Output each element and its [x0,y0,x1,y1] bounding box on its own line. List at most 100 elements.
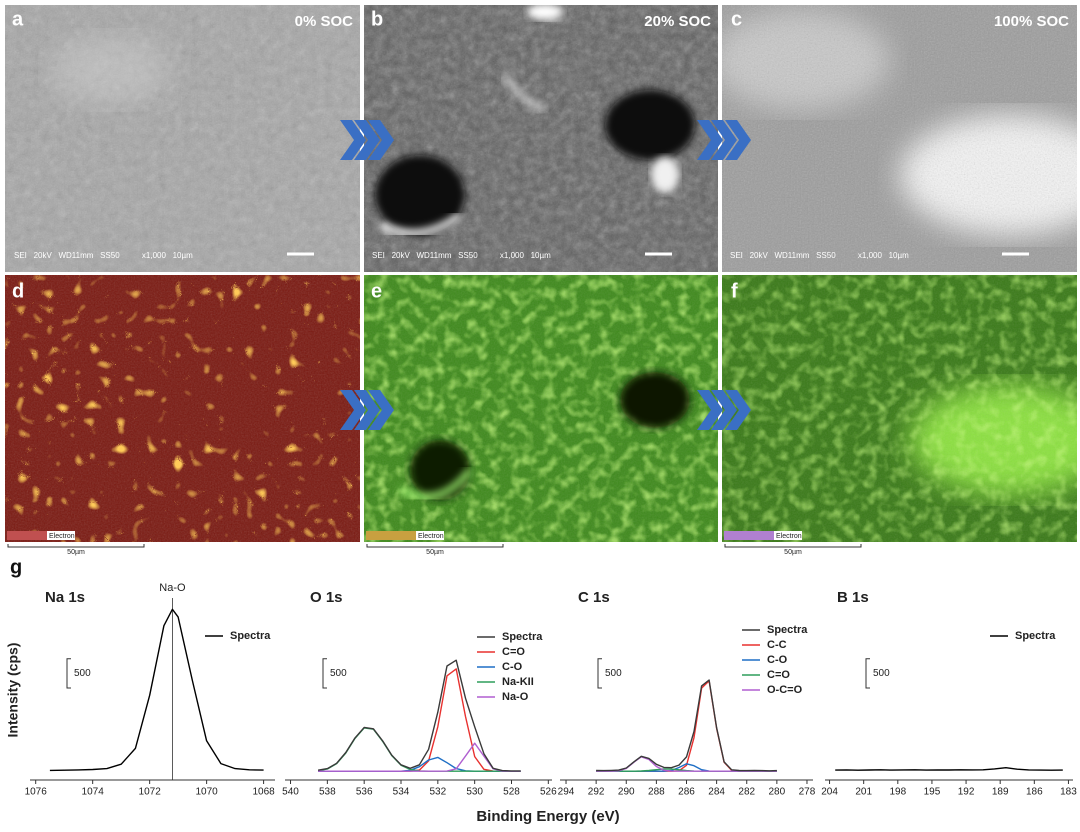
chart-title: C 1s [578,589,610,606]
x-tick-label: 294 [558,787,575,798]
x-tick-label: 534 [393,787,410,798]
image-feature [50,35,170,105]
image-texture [722,5,1077,272]
panel-label: c [731,8,742,30]
soc-label: 0% SOC [295,13,354,30]
eds-legend-swatches [724,531,774,540]
spectrum-line [317,659,521,772]
image-feature [502,73,546,113]
eds-legend-box [47,531,75,540]
x-tick-label: 540 [282,787,299,798]
x-tick-label: 186 [1026,787,1043,798]
eds-map: e Electron [364,275,718,542]
x-tick-label: 1076 [25,787,48,798]
eds-legend-swatches [7,531,47,540]
panel-label: e [371,280,382,302]
x-tick-label: 195 [924,787,941,798]
chart-title: O 1s [310,589,343,606]
x-tick-label: 282 [738,787,755,798]
image-feature [527,5,563,20]
legend-label: Na-KII [502,676,534,688]
eds-legend: Electron [776,533,802,540]
legend-label: O-C=O [767,684,803,696]
scale-bar-label: 500 [330,668,347,679]
image-feature [620,372,690,428]
spectrum-line [835,767,1063,771]
image-feature [398,468,473,500]
xps-charts: Na 1s 1076 1074 1072 1070 1068 Na-O 500 Spectra O… [25,582,1078,798]
spectrum-line [49,608,264,772]
image-feature [651,157,679,193]
legend-label: C-O [767,654,788,666]
image-feature [378,212,463,237]
map-scale-label: 50µm [426,549,444,556]
chart-title: Na 1s [45,589,85,606]
micrograph: a 0% SOC SEI 20kV WD11mm SS50 x1,000 10µ… [5,5,360,272]
x-tick-label: 292 [588,787,605,798]
legend-label: C-O [502,661,523,673]
legend-label: Na-O [502,691,529,703]
eds-legend: Electron [49,533,75,540]
scale-bar [865,658,870,689]
legend-label: C-C [767,639,787,651]
spectrum-line [596,679,777,772]
x-tick-label: 538 [319,787,336,798]
x-tick-label: 526 [540,787,557,798]
panel-label: g [10,556,22,578]
image-feature [605,90,695,160]
micrograph: c 100% SOC SEI 20kV WD11mm SS50 x1,000 1… [722,5,1077,272]
micrograph: b 20% SOC SEI 20kV WD11mm SS50 x1,000 10… [364,5,718,272]
x-tick-label: 284 [708,787,725,798]
legend-label: Spectra [502,631,543,643]
x-tick-label: 192 [958,787,975,798]
panel-label: a [12,8,24,30]
legend-label: Spectra [767,624,808,636]
annotation: Na-O [159,582,186,594]
legend-label: Spectra [230,630,271,642]
map-scale-label: 50µm [784,549,802,556]
x-tick-label: 288 [648,787,665,798]
legend-label: C=O [767,669,790,681]
image-feature [375,155,465,235]
x-tick-label: 536 [356,787,373,798]
x-tick-label: 1070 [196,787,219,798]
soc-label: 20% SOC [644,13,711,30]
x-tick-label: 201 [855,787,872,798]
eds-legend: Electron [418,533,444,540]
x-tick-label: 290 [618,787,635,798]
panel-label: b [371,8,383,30]
x-tick-label: 1072 [139,787,162,798]
soc-label: 100% SOC [994,13,1069,30]
panel-label: f [731,280,738,302]
x-tick-label: 204 [821,787,838,798]
x-tick-label: 198 [889,787,906,798]
progress-arrows [340,120,751,430]
x-tick-label: 528 [503,787,520,798]
legend-label: C=O [502,646,525,658]
eds-map: d Electron [5,275,360,542]
sem-info: SEI 20kV WD11mm SS50 x1,000 10µm [372,251,551,260]
x-tick-label: 278 [799,787,816,798]
scale-bar [322,658,327,689]
eds-legend-box [774,531,802,540]
spectrum-line [318,668,521,772]
x-tick-label: 532 [429,787,446,798]
sem-info: SEI 20kV WD11mm SS50 x1,000 10µm [730,251,909,260]
panel-label: d [12,280,24,302]
eds-map: f Electron [722,275,1077,542]
scale-bar [597,658,602,689]
x-tick-label: 1074 [82,787,105,798]
x-tick-label: 530 [466,787,483,798]
sem-info: SEI 20kV WD11mm SS50 x1,000 10µm [14,251,193,260]
scale-bar [66,658,71,689]
x-tick-label: 280 [769,787,786,798]
scale-bar-label: 500 [873,668,890,679]
scale-bar-label: 500 [74,668,91,679]
image-texture [5,275,360,542]
x-tick-label: 286 [678,787,695,798]
chart-title: B 1s [837,589,869,606]
map-scale-label: 50µm [67,549,85,556]
x-tick-label: 189 [992,787,1009,798]
y-axis-label: Intensity (cps) [5,643,21,738]
